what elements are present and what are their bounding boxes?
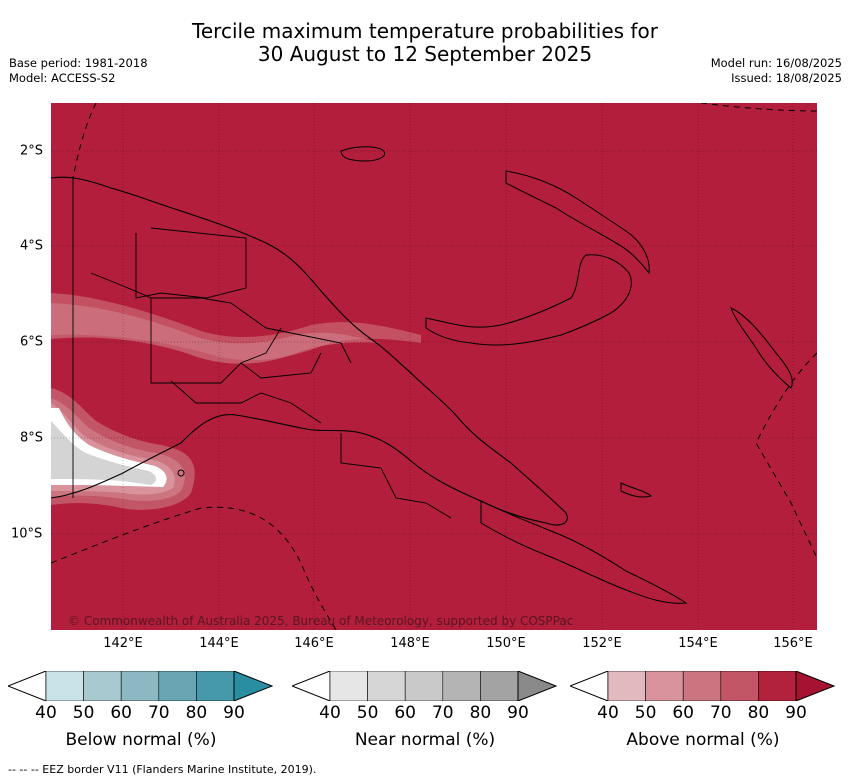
lon-label: 142°E [103,636,143,651]
tick-label: 40 [597,703,619,723]
tick-label: 50 [356,703,379,723]
colorbar-above-normal [570,671,836,701]
tick-label: 60 [110,703,133,723]
colorbar-label-below: Below normal (%) [65,730,217,750]
title-line-2: 30 August to 12 September 2025 [257,42,593,66]
issued-date: Issued: 18/08/2025 [731,71,842,85]
colorbar-near-normal [292,671,558,701]
lat-label: 2°S [20,143,44,159]
bougainville-coastline [730,307,793,389]
lon-label: 156°E [773,636,813,651]
tick-label: 50 [634,703,657,723]
provincial-borders [72,178,452,519]
island-marker [620,482,652,498]
lon-label: 154°E [678,636,718,651]
model-name: Model: ACCESS-S2 [9,71,116,85]
copyright-notice: © Commonwealth of Australia 2025, Bureau… [68,614,574,628]
tick-label: 70 [147,703,170,723]
lon-label: 152°E [582,636,622,651]
new-britain-coastline [425,254,632,346]
lon-label: 144°E [199,636,239,651]
colorbar-ticks-near: 40 50 60 70 80 90 [292,703,558,723]
tick-label: 40 [319,703,341,723]
tick-label: 60 [672,703,695,723]
tick-label: 80 [185,703,208,723]
above-normal-field [51,103,817,630]
colorbar-ticks-above: 40 50 60 70 80 90 [570,703,836,723]
tick-label: 50 [72,703,95,723]
lat-label: 4°S [20,238,44,254]
lat-label: 6°S [20,334,44,350]
map-svg [51,103,817,630]
colorbar-label-near: Near normal (%) [354,730,496,750]
above-normal-50-band [51,303,381,364]
title-line-1: Tercile maximum temperature probabilitie… [192,19,658,43]
tick-label: 90 [223,703,245,723]
colorbar-label-above: Above normal (%) [626,730,780,750]
tick-label: 80 [469,703,492,723]
colorbar-ticks-below: 40 50 60 70 80 90 [8,703,274,723]
eez-footnote: -- -- -- EEZ border V11 (Flanders Marine… [8,763,317,776]
new-ireland-coastline [505,170,650,275]
meta-left: Base period: 1981-2018 Model: ACCESS-S2 [9,56,148,86]
island-marker [177,469,185,477]
eez-border [51,103,817,630]
tick-label: 80 [747,703,770,723]
base-period: Base period: 1981-2018 [9,56,148,70]
model-run: Model run: 16/08/2025 [710,56,842,70]
colorbar-below-normal [8,671,274,701]
new-guinea-coastline [51,176,568,526]
lon-label: 146°E [294,636,334,651]
manus-island [340,146,386,162]
graticule [51,103,817,630]
map-title: Tercile maximum temperature probabilitie… [0,20,850,66]
tick-label: 70 [431,703,454,723]
tick-label: 70 [709,703,732,723]
tick-label: 40 [35,703,57,723]
tick-label: 90 [507,703,529,723]
tick-label: 60 [394,703,417,723]
lat-label: 10°S [11,526,43,542]
tick-label: 90 [785,703,807,723]
lat-label: 8°S [20,430,44,446]
lon-label: 148°E [390,636,430,651]
southeast-peninsula [480,500,688,604]
map-panel[interactable] [51,103,817,630]
meta-right: Model run: 16/08/2025 Issued: 18/08/2025 [711,56,842,86]
lon-label: 150°E [486,636,526,651]
